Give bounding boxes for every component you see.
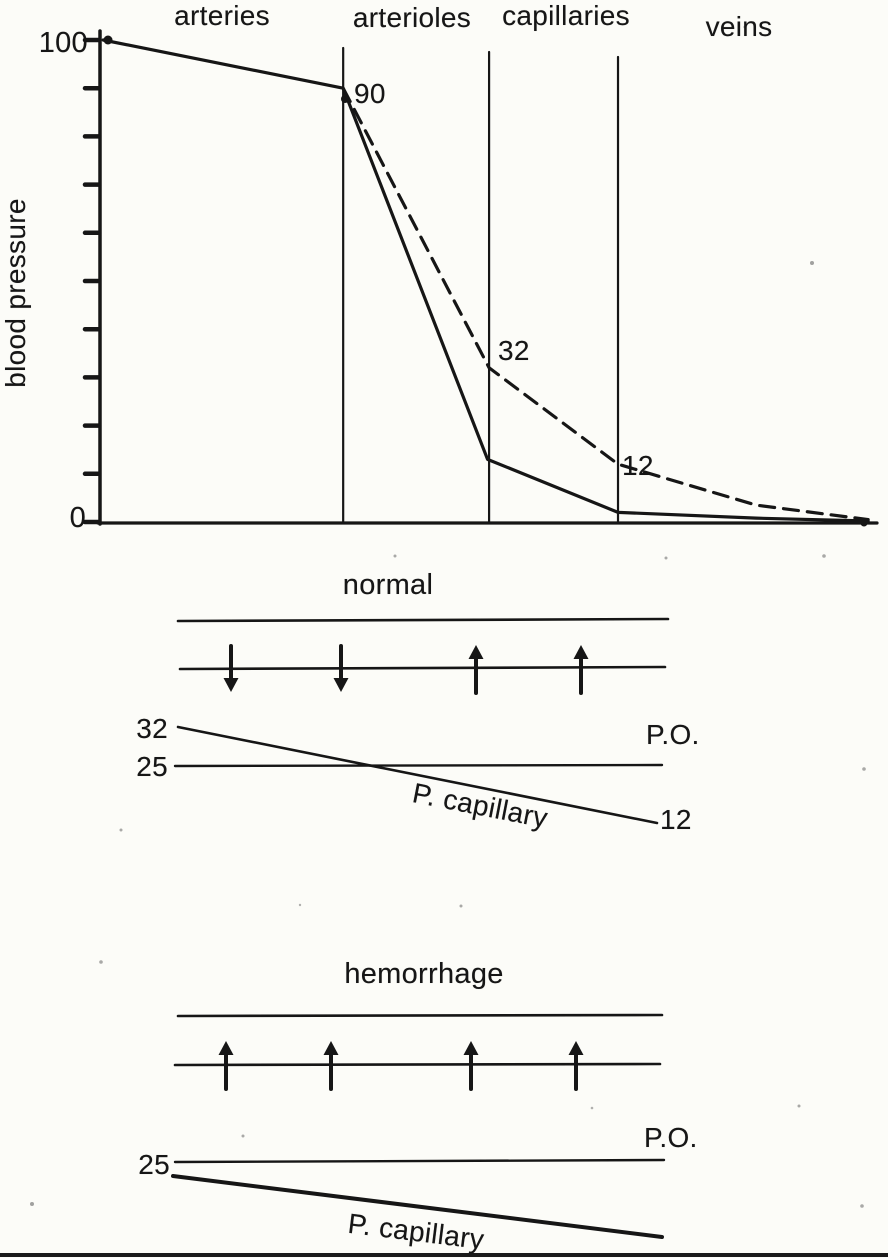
section-label-capillaries: capillaries [502, 0, 630, 31]
value-label-90: 90 [354, 78, 386, 109]
pcap-start-value-label: 32 [136, 713, 168, 744]
pcap-end-value-label: 12 [660, 804, 692, 835]
y-axis-label: blood pressure [0, 198, 31, 388]
section-label-arteries: arteries [174, 0, 270, 31]
panel-title-hemorrhage: hemorrhage [344, 958, 504, 990]
po-value-label-hemorrhage: 25 [138, 1149, 170, 1180]
section-label-veins: veins [705, 11, 773, 42]
value-label-12: 12 [622, 450, 654, 481]
section-label-arterioles: arterioles [352, 2, 472, 33]
po-value-label: 25 [136, 751, 168, 782]
ytick-label-100: 100 [38, 27, 88, 59]
po-label-hemorrhage: P.O. [644, 1122, 698, 1153]
value-label-32: 32 [498, 335, 530, 366]
scan-artifacts [0, 25, 888, 1257]
ytick-label-0: 0 [69, 502, 86, 534]
panel-title-normal: normal [342, 569, 434, 601]
po-label: P.O. [646, 719, 700, 750]
